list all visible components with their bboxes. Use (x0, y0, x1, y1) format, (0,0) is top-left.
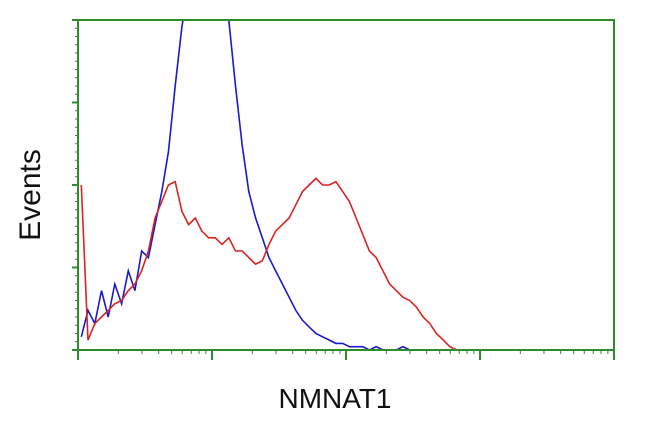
plot-frame (77, 19, 615, 351)
series-line (80, 20, 611, 350)
y-axis-label: Events (14, 149, 47, 241)
series-line (80, 177, 611, 350)
x-axis-label: NMNAT1 (278, 383, 391, 414)
plot-area (80, 20, 611, 350)
axes (72, 19, 615, 360)
